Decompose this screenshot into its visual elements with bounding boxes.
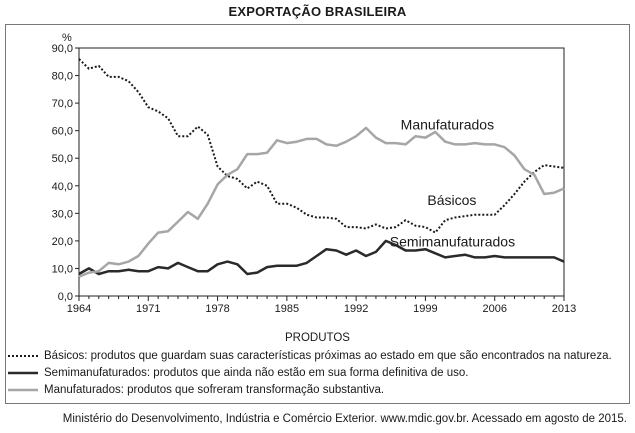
x-tick-label: 1964: [67, 303, 91, 315]
y-tick-label: 70,0: [52, 98, 73, 110]
legend-item-semimanufaturados: Semimanufaturados: produtos que ainda nã…: [6, 364, 629, 381]
x-tick-label: 1978: [205, 303, 229, 315]
y-axis: 0,0 10,0 20,0 30,0 40,0 50,0 60,0 70,0 80,0 90,0: [52, 43, 79, 303]
y-tick-label: 10,0: [52, 263, 73, 275]
series-labels: Manufaturados Básicos Semimanufaturados: [390, 116, 515, 249]
y-tick-label: 60,0: [52, 126, 73, 138]
legend-text-manufaturados: Manufaturados: produtos que sofreram tra…: [44, 383, 385, 396]
y-tick-label: 40,0: [52, 181, 73, 193]
dotted-line-swatch: [8, 354, 38, 357]
y-tick-label: 0,0: [58, 291, 73, 303]
y-tick-label: 20,0: [52, 236, 73, 248]
x-tick-label: 1985: [275, 303, 299, 315]
series-line-semi: [78, 239, 565, 276]
series-label-semi: Semimanufaturados: [390, 233, 515, 249]
series-label-manu: Manufaturados: [401, 116, 494, 132]
plot-area: [78, 47, 565, 297]
x-tick-label: 1999: [413, 303, 437, 315]
legend-item-manufaturados: Manufaturados: produtos que sofreram tra…: [6, 381, 629, 398]
legend: PRODUTOS Básicos: produtos que guardam s…: [6, 332, 629, 398]
y-tick-label: 50,0: [52, 153, 73, 165]
y-tick-label: 80,0: [52, 71, 73, 83]
legend-item-basicos: Básicos: produtos que guardam suas carac…: [6, 347, 629, 364]
gray-line-swatch: [8, 388, 38, 391]
y-axis-unit-label: %: [62, 32, 72, 44]
y-tick-label: 30,0: [52, 208, 73, 220]
legend-title: PRODUTOS: [285, 332, 350, 344]
legend-text-semimanufaturados: Semimanufaturados: produtos que ainda nã…: [44, 366, 469, 379]
y-tick-label: 90,0: [52, 43, 73, 55]
dark-line-swatch: [8, 371, 38, 374]
x-tick-label: 1971: [136, 303, 160, 315]
series-label-basicos: Básicos: [427, 192, 476, 208]
x-tick-label: 2013: [552, 303, 576, 315]
x-tick-label: 2006: [482, 303, 506, 315]
series-lines: [78, 58, 565, 278]
figure-frame: [5, 24, 630, 404]
series-line-basicos: [78, 58, 565, 234]
source-citation: Ministério do Desenvolvimento, Indústria…: [62, 413, 627, 425]
series-line-manu: [78, 126, 565, 278]
legend-text-basicos: Básicos: produtos que guardam suas carac…: [44, 349, 612, 362]
x-tick-label: 1992: [344, 303, 368, 315]
x-axis: 1964 1971 1978 1985 1992 1999 2006 2013: [67, 296, 576, 315]
line-chart: % 0,0 10,0 20,0 30,0 40,0 50,0 60,0 70,0 80,0 90,…: [52, 32, 577, 315]
chart-title: EXPORTAÇÃO BRASILEIRA: [228, 4, 407, 19]
